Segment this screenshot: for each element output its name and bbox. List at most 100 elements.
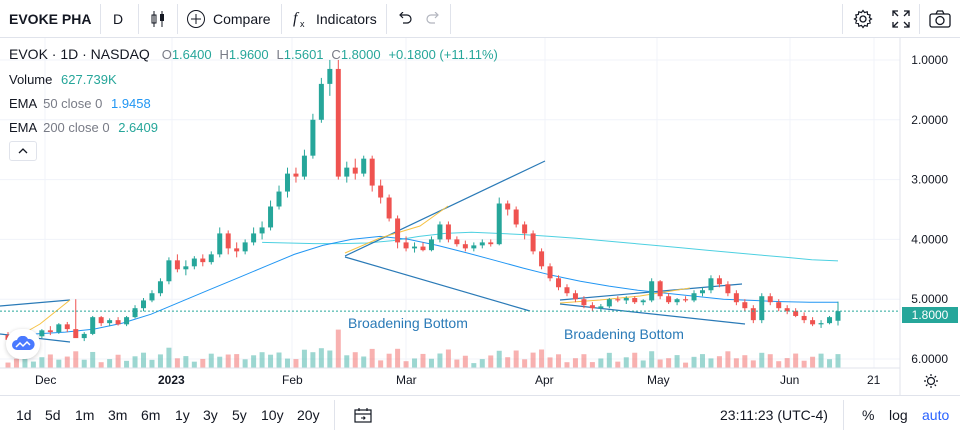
legend-title[interactable]: EVOK · 1D · NASDAQ — [9, 46, 150, 62]
ema50-legend[interactable]: EMA 50 close 0 1.9458 — [9, 96, 151, 111]
volume-bar — [589, 362, 595, 368]
volume-bar — [623, 357, 629, 368]
time-tick: Mar — [396, 373, 417, 387]
price-tick: 1.0000 — [911, 53, 948, 67]
cloud-logo-icon[interactable] — [6, 329, 40, 359]
fullscreen-icon[interactable] — [891, 0, 911, 38]
candle-body — [149, 293, 155, 301]
candle-body — [716, 278, 722, 285]
undo-icon[interactable] — [396, 0, 414, 38]
toolbar-divider — [842, 4, 843, 34]
time-tick: Feb — [282, 373, 303, 387]
candle-body — [471, 245, 477, 249]
volume-bar — [115, 354, 121, 368]
volume-bar — [174, 358, 180, 368]
range-5y[interactable]: 5y — [232, 407, 247, 423]
chevron-up-icon — [18, 148, 28, 154]
candles — [5, 59, 841, 348]
pattern-trendline — [344, 256, 531, 312]
toolbar-divider — [138, 4, 139, 34]
volume-bar — [462, 355, 468, 368]
ema200-legend[interactable]: EMA 200 close 0 2.6409 — [9, 120, 158, 135]
price-chart[interactable]: Broadening Bottom Broadening Bottom 6.00… — [0, 38, 960, 395]
camera-icon[interactable] — [929, 0, 951, 38]
date-range-icon[interactable] — [353, 396, 373, 434]
candle-body — [767, 296, 773, 303]
interval-button[interactable]: D — [113, 11, 124, 27]
candle-body — [386, 197, 392, 219]
candles-icon[interactable] — [148, 0, 168, 38]
range-5d[interactable]: 5d — [45, 407, 61, 423]
volume-bar — [539, 349, 545, 368]
candle-body — [124, 317, 130, 325]
redo-icon[interactable] — [424, 0, 442, 38]
range-10y[interactable]: 10y — [261, 407, 284, 423]
volume-bar — [183, 356, 189, 368]
volume-bar — [166, 347, 172, 368]
candle-body — [420, 246, 426, 251]
range-20y[interactable]: 20y — [297, 407, 320, 423]
candle-body — [107, 320, 113, 324]
volume-bar — [242, 359, 248, 368]
volume-legend[interactable]: Volume 627.739K — [9, 72, 117, 87]
range-1y[interactable]: 1y — [175, 407, 190, 423]
chart-pane[interactable]: Broadening Bottom Broadening Bottom 6.00… — [0, 38, 960, 395]
candle-body — [141, 300, 147, 309]
range-6m[interactable]: 6m — [141, 407, 161, 423]
volume-bar — [30, 361, 36, 368]
candle-body — [132, 308, 138, 318]
range-3m[interactable]: 3m — [108, 407, 128, 423]
gear-icon[interactable] — [852, 0, 874, 38]
time-tick: 21 — [867, 373, 881, 387]
toolbar-divider — [281, 4, 282, 34]
candle-body — [64, 324, 70, 330]
ema200-label: EMA — [9, 120, 37, 135]
volume-bar — [564, 362, 570, 368]
volume-bar — [572, 358, 578, 368]
candle-body — [454, 239, 460, 245]
volume-bar — [157, 354, 163, 368]
legend-close: 1.8000 — [340, 47, 381, 62]
compare-button[interactable]: Compare — [186, 0, 271, 38]
ema200-params: 200 close 0 — [43, 120, 110, 135]
percent-toggle[interactable]: % — [862, 407, 875, 423]
legend-close-label: C — [331, 47, 341, 62]
range-1m[interactable]: 1m — [75, 407, 95, 423]
volume-label: Volume — [9, 72, 53, 87]
range-3y[interactable]: 3y — [203, 407, 218, 423]
candle-body — [530, 233, 536, 252]
collapse-legend-button[interactable] — [9, 141, 37, 161]
volume-bar — [149, 359, 155, 368]
log-toggle[interactable]: log — [889, 407, 908, 423]
indicators-label: Indicators — [316, 11, 377, 27]
candle-body — [623, 298, 629, 301]
volume-bar — [284, 358, 290, 368]
clock-timezone[interactable]: 23:11:23 (UTC-4) — [720, 407, 828, 423]
candle-body — [403, 242, 409, 249]
candle-body — [242, 242, 248, 252]
candle-body — [335, 68, 341, 177]
legend-high-label: H — [219, 47, 229, 62]
toolbar-divider — [100, 4, 101, 34]
symbol-search[interactable]: EVOKE PHA — [9, 11, 92, 27]
volume-bar — [47, 354, 53, 368]
candle-body — [47, 330, 53, 333]
ema50-label: EMA — [9, 96, 37, 111]
range-1d[interactable]: 1d — [16, 407, 32, 423]
ema-200-line — [262, 231, 839, 262]
chart-grid — [0, 38, 900, 368]
price-tick: 4.0000 — [911, 232, 948, 246]
volume-bar — [657, 359, 663, 368]
volume-bar — [361, 356, 367, 368]
pattern-label-2: Broadening Bottom — [564, 326, 684, 342]
volume-bar — [776, 361, 782, 368]
volume-bar — [352, 352, 358, 368]
volume-bar — [666, 358, 672, 368]
auto-toggle[interactable]: auto — [922, 407, 950, 423]
volume-bar — [208, 353, 214, 368]
legend-open-label: O — [161, 47, 172, 62]
volume-bar — [22, 355, 28, 368]
volume-bar — [293, 359, 299, 368]
